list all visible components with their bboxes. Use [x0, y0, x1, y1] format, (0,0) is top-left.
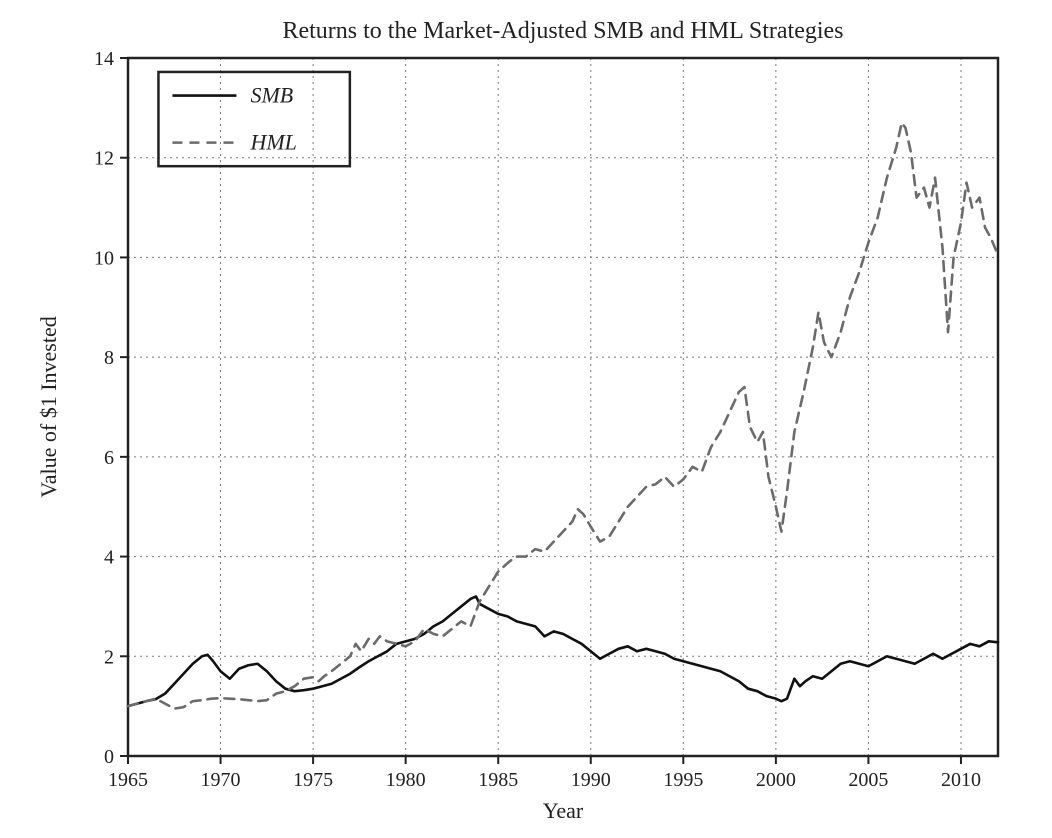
xtick-label: 1995 — [663, 769, 703, 791]
xtick-label: 2010 — [941, 769, 981, 791]
chart-container: 1965197019751980198519901995200020052010… — [0, 0, 1052, 838]
legend-label-smb: SMB — [250, 83, 293, 108]
xtick-label: 1990 — [571, 769, 611, 791]
chart-title: Returns to the Market-Adjusted SMB and H… — [282, 18, 843, 44]
xtick-label: 1975 — [293, 769, 333, 791]
xtick-label: 2005 — [848, 769, 888, 791]
xtick-label: 2000 — [756, 769, 796, 791]
xtick-label: 1980 — [386, 769, 426, 791]
xtick-label: 1970 — [201, 769, 241, 791]
ytick-label: 2 — [104, 646, 114, 668]
legend-label-hml: HML — [249, 130, 296, 155]
x-axis-label: Year — [543, 798, 584, 823]
line-chart: 1965197019751980198519901995200020052010… — [0, 0, 1052, 838]
xtick-label: 1965 — [108, 769, 148, 791]
xtick-label: 1985 — [478, 769, 518, 791]
ytick-label: 4 — [104, 547, 114, 569]
ytick-label: 6 — [104, 447, 114, 469]
ytick-label: 8 — [104, 347, 114, 369]
ytick-label: 14 — [94, 48, 114, 70]
ytick-label: 0 — [104, 746, 114, 768]
y-axis-label: Value of $1 Invested — [36, 316, 61, 497]
ytick-label: 12 — [94, 148, 114, 170]
ytick-label: 10 — [94, 247, 114, 269]
